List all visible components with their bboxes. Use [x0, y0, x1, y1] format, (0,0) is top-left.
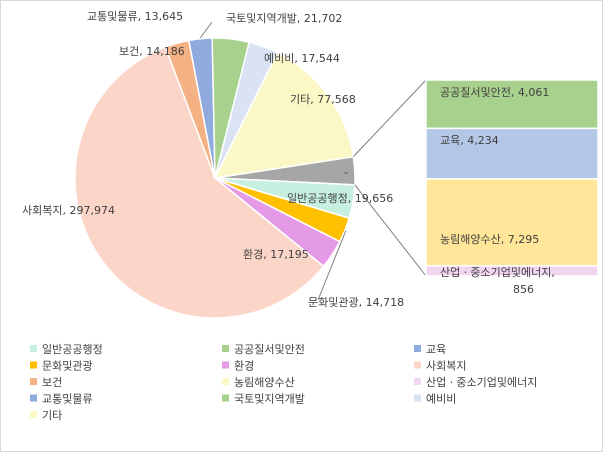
- legend-label: 농림해양수산: [234, 375, 295, 389]
- legend-label: 예비비: [426, 393, 456, 406]
- legend-item-환경: 환경: [222, 360, 254, 373]
- data-label-예비비: 예비비, 17,544: [264, 52, 340, 65]
- legend-swatch: [414, 345, 421, 352]
- bar-segment-공공질서및안전: [425, 79, 599, 130]
- legend-label: 문화및관광: [42, 360, 93, 373]
- legend-label: 공공질서및안전: [234, 343, 305, 356]
- legend-label: 산업ㆍ중소기업및에너지: [426, 376, 537, 389]
- legend-item-교육: 교육: [414, 343, 446, 356]
- connector-line-top: [353, 79, 427, 157]
- bar-label-교육: 교육, 4,234: [440, 134, 499, 147]
- secondary-bar: [425, 79, 599, 277]
- legend-swatch: [222, 394, 229, 402]
- legend-label: 기타: [42, 409, 62, 422]
- main-pie: [74, 37, 356, 319]
- data-label-기타: 기타, 77,568: [290, 93, 356, 106]
- data-label-사회복지: 사회복지, 297,974: [22, 204, 115, 217]
- data-label-국토및지역개발: 국토및지역개발, 21,702: [226, 12, 342, 25]
- data-label-환경: 환경, 17,195: [243, 248, 309, 261]
- legend-label: 보건: [42, 376, 62, 389]
- pie-slice-사회복지: [74, 46, 325, 319]
- legend-item-예비비: 예비비: [414, 393, 456, 406]
- legend-swatch: [222, 345, 229, 352]
- legend-label: 교통및물류: [42, 393, 93, 406]
- legend-swatch: [30, 378, 37, 385]
- bar-segment-농림해양수산: [425, 178, 599, 267]
- legend-swatch: [30, 394, 37, 402]
- legend-item-문화및관광: 문화및관광: [30, 360, 93, 373]
- legend-swatch: [414, 361, 421, 369]
- bar-label-농림해양수산: 농림해양수산, 7,295: [440, 232, 539, 246]
- leader-line-문화및관광: [317, 230, 347, 301]
- legend-item-산업-중소기업및에너지: 산업ㆍ중소기업및에너지: [414, 376, 537, 389]
- legend-item-농림해양수산: 농림해양수산: [222, 375, 295, 389]
- data-label-other-group: -: [344, 166, 348, 179]
- legend-item-국토및지역개발: 국토및지역개발: [222, 393, 305, 406]
- legend-swatch: [30, 345, 37, 352]
- legend-swatch: [414, 394, 421, 402]
- leader-line-교통및물류: [199, 21, 213, 39]
- leader-lines: [199, 21, 347, 301]
- legend-item-공공질서및안전: 공공질서및안전: [222, 343, 305, 356]
- bar-label-공공질서및안전: 공공질서및안전, 4,061: [440, 86, 549, 99]
- legend-item-교통및물류: 교통및물류: [30, 393, 93, 406]
- legend-swatch: [30, 411, 37, 418]
- legend-label: 일반공공행정: [42, 342, 103, 356]
- legend-item-사회복지: 사회복지: [414, 360, 466, 373]
- legend-label: 환경: [234, 360, 254, 373]
- legend-item-기타: 기타: [30, 409, 62, 422]
- legend-label: 교육: [426, 343, 446, 356]
- legend-swatch: [222, 361, 229, 369]
- bar-label-산업-중소기업및에너지: 산업ㆍ중소기업및에너지, 856: [440, 266, 555, 296]
- bar-segment-교육: [425, 127, 599, 180]
- legend-label: 국토및지역개발: [234, 393, 305, 406]
- bar-segment-산업-중소기업및에너지: [425, 265, 599, 277]
- legend-swatch: [30, 361, 37, 369]
- data-label-문화및관광: 문화및관광, 14,718: [308, 296, 404, 309]
- connector-line-bottom: [354, 184, 427, 277]
- legend-item-일반공공행정: 일반공공행정: [30, 342, 103, 356]
- data-label-교통및물류: 교통및물류, 13,645: [87, 10, 183, 23]
- data-labels: 일반공공행정, 19,656 문화및관광, 14,718 환경, 17,195 사회복…: [22, 10, 555, 309]
- legend-label: 사회복지: [426, 360, 466, 373]
- legend-swatch: [414, 378, 421, 385]
- legend-swatch: [222, 378, 229, 385]
- connector-lines: [353, 79, 427, 277]
- pie-slice-기타: [213, 51, 355, 179]
- data-label-보건: 보건, 14,186: [119, 45, 185, 58]
- data-label-일반공공행정: 일반공공행정, 19,656: [287, 191, 393, 205]
- legend-item-보건: 보건: [30, 376, 62, 389]
